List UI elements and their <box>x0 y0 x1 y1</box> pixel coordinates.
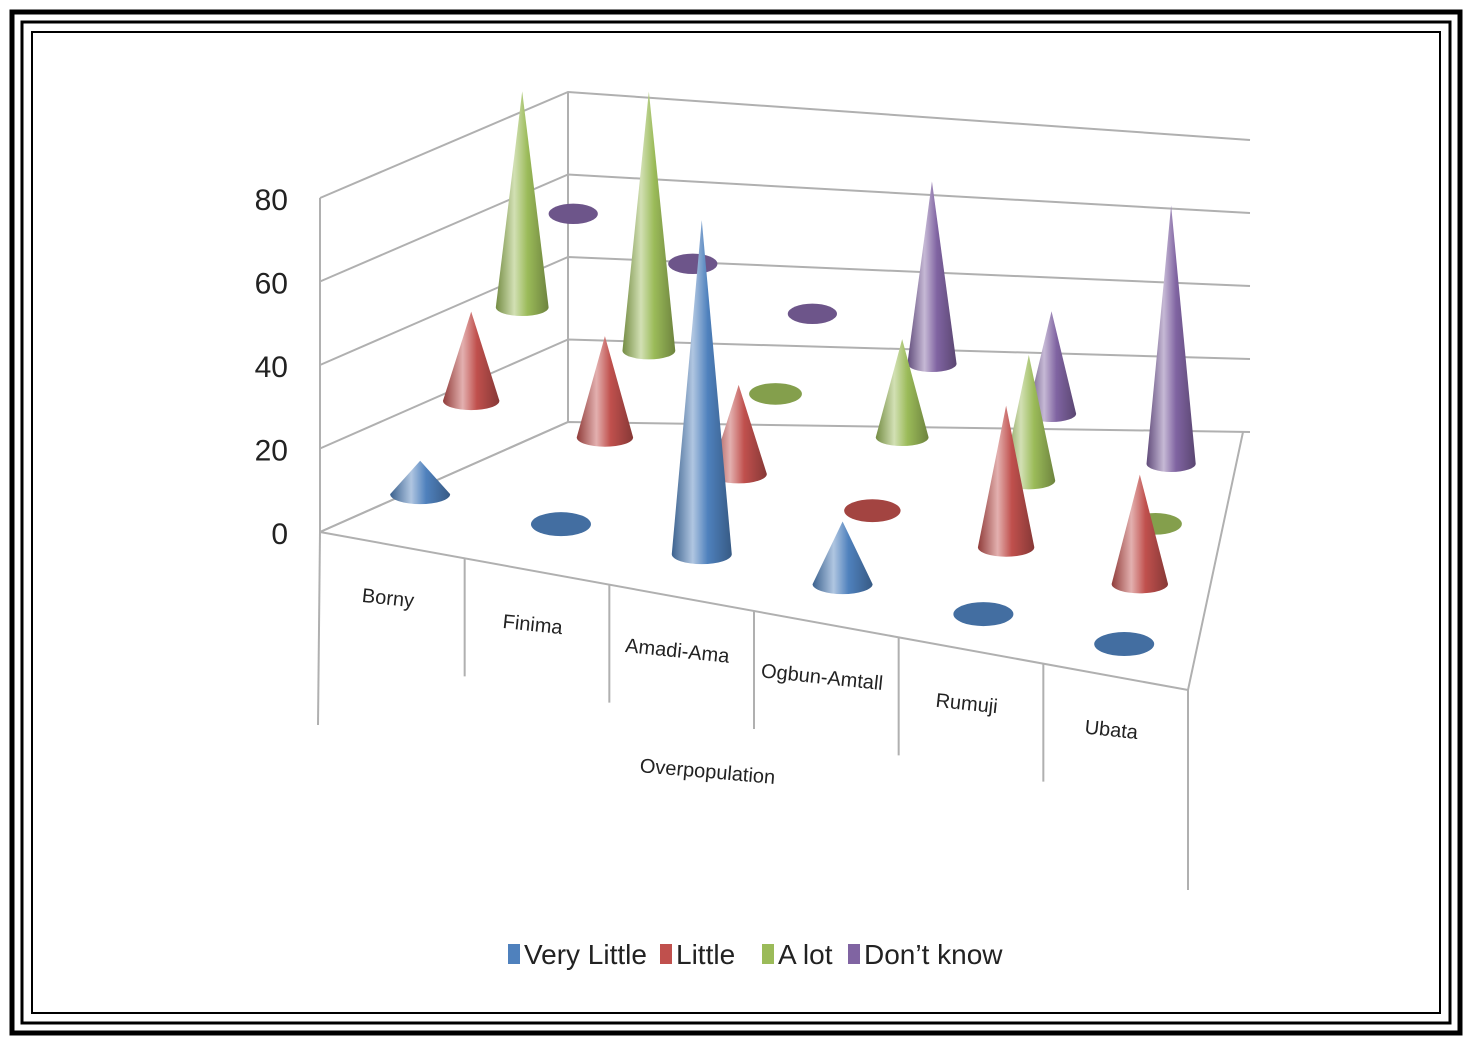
cone-body <box>495 91 549 317</box>
cone-body <box>442 311 500 411</box>
legend-label: Little <box>676 939 735 970</box>
cone-very-little-amadi-ama <box>671 220 732 565</box>
legend-item: Little <box>660 939 735 970</box>
legend: Very Little Little A lot Don’t know <box>508 939 1003 970</box>
gridline <box>319 420 1251 533</box>
gridlines <box>319 90 1251 533</box>
x-axis: Borny Finima Amadi-Ama Ogbun-Amtall Rumuji Ub… <box>361 585 1140 744</box>
legend-label: Very Little <box>524 939 647 970</box>
cone-body <box>812 521 873 595</box>
cone-body <box>1111 474 1169 594</box>
legend-swatch <box>660 944 672 964</box>
legend-item: Don’t know <box>848 939 1003 970</box>
legend-swatch <box>848 944 860 964</box>
y-tick-label: 40 <box>255 351 288 384</box>
front-left-drop <box>317 531 321 726</box>
legend-swatch <box>762 944 774 964</box>
cone-body <box>671 220 732 565</box>
cone-body <box>576 336 634 447</box>
category-label: Amadi-Ama <box>624 635 731 668</box>
legend-label: A lot <box>778 939 833 970</box>
cone-little-finima <box>576 336 634 447</box>
category-label: Ubata <box>1084 717 1140 745</box>
cone-don-t-know-ubata <box>1146 205 1196 472</box>
cone-very-little-ogbun-amtall <box>812 521 873 595</box>
cone-body <box>1146 205 1196 472</box>
legend-item: Very Little <box>508 939 647 970</box>
chart-border <box>9 9 1463 1036</box>
cone-very-little-finima <box>530 512 591 537</box>
cone-body <box>875 339 929 447</box>
cone-very-little-rumuji <box>953 602 1014 627</box>
cone-little-ubata <box>1111 474 1169 594</box>
category-separators <box>463 558 1045 782</box>
gridline <box>319 90 1251 199</box>
cone-a-lot-amadi-ama <box>749 383 802 405</box>
cone-base <box>1094 632 1155 657</box>
cone-base <box>953 602 1014 627</box>
legend-swatch <box>508 944 520 964</box>
cone-very-little-ubata <box>1094 632 1155 657</box>
cone-little-borny <box>442 311 500 411</box>
cone-base <box>844 499 901 523</box>
cone-don-t-know-finima <box>668 253 718 274</box>
y-tick-label: 60 <box>255 268 288 301</box>
y-tick-label: 80 <box>255 184 288 217</box>
cone-body <box>390 460 451 505</box>
category-label: Rumuji <box>935 690 999 718</box>
cone-base <box>530 512 591 537</box>
cone-a-lot-finima <box>622 91 676 360</box>
cone-don-t-know-borny <box>548 203 598 224</box>
cone-body <box>622 91 676 360</box>
cone-a-lot-ogbun-amtall <box>875 339 929 447</box>
cone-body <box>977 405 1035 557</box>
x-axis-title: Overpopulation <box>639 755 776 789</box>
legend-label: Don’t know <box>864 939 1003 970</box>
cone-little-rumuji <box>977 405 1035 557</box>
y-tick-label: 0 <box>271 518 288 551</box>
cone-base <box>749 383 802 405</box>
cone-body <box>1026 311 1077 422</box>
cone-don-t-know-ogbun-amtall <box>907 181 957 372</box>
y-tick-label: 20 <box>255 435 288 468</box>
data-marks <box>390 91 1196 657</box>
category-label: Borny <box>361 585 415 612</box>
cone-body <box>907 181 957 372</box>
cone-little-amadi-ama <box>710 384 767 484</box>
cone-don-t-know-amadi-ama <box>787 303 837 324</box>
cone-base <box>787 303 837 324</box>
cone-very-little-borny <box>390 460 451 505</box>
chart-walls <box>317 198 1244 890</box>
cone-don-t-know-rumuji <box>1026 311 1077 422</box>
cone-base <box>668 253 718 274</box>
y-axis: 0 20 40 60 80 <box>255 184 288 551</box>
cone-little-ogbun-amtall <box>844 499 901 523</box>
cone-a-lot-borny <box>495 91 549 317</box>
cone-base <box>548 203 598 224</box>
category-label: Ogbun-Amtall <box>760 660 884 695</box>
legend-item: A lot <box>762 939 833 970</box>
cone-body <box>710 384 767 484</box>
category-label: Finima <box>502 611 565 639</box>
